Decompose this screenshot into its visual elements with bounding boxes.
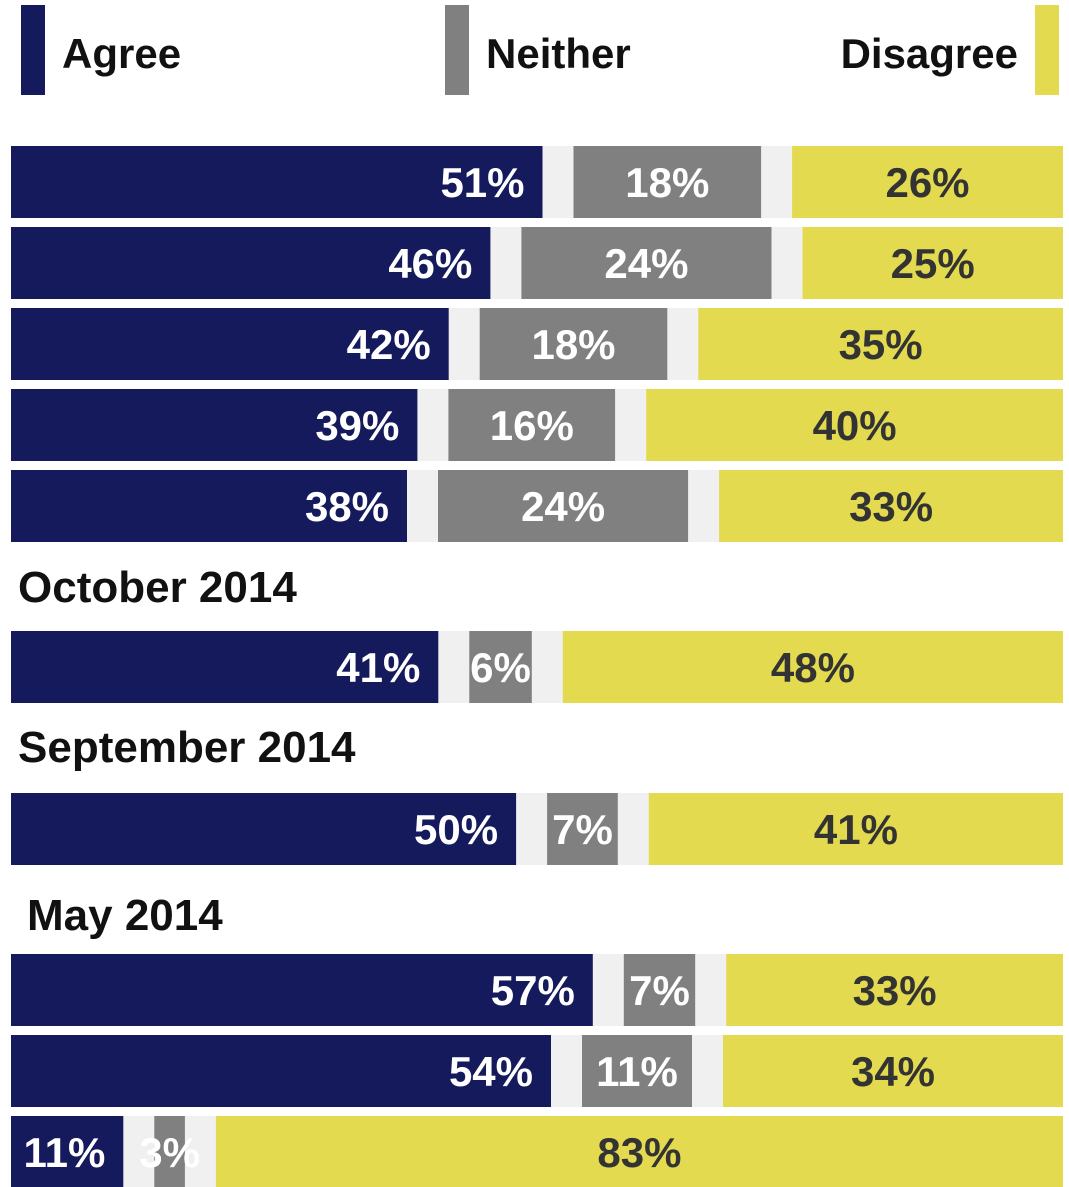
data-label-neither: 7%	[629, 967, 690, 1014]
data-label-disagree: 48%	[771, 644, 855, 691]
data-label-agree: 39%	[315, 402, 399, 449]
bar-group-2: September 2014 50% 7% 41%	[11, 723, 1063, 865]
bar-segment-disagree	[726, 954, 1063, 1026]
group-label: May 2014	[27, 891, 223, 940]
data-label-neither: 3%	[139, 1129, 200, 1176]
legend-label-agree: Agree	[62, 30, 181, 77]
bar-segment-disagree	[646, 389, 1063, 461]
bar-group-0: 51% 18% 26% 46% 24% 25% 42% 18% 35% 39% 16% 40% 38% 2…	[11, 146, 1063, 542]
bar-segment-agree	[11, 308, 449, 380]
bar-segment-agree	[11, 631, 439, 703]
bar-segment-disagree	[562, 631, 1063, 703]
data-label-neither: 11%	[596, 1048, 678, 1095]
data-label-neither: 24%	[604, 240, 688, 287]
bar-segment-disagree	[719, 470, 1063, 542]
bar-row: 54% 11% 34%	[11, 1035, 1063, 1107]
bar-segment-agree	[11, 954, 593, 1026]
data-label-neither: 6%	[470, 644, 531, 691]
bar-segment-neither	[154, 1116, 185, 1187]
bar-segment-disagree	[648, 793, 1063, 865]
data-label-disagree: 33%	[849, 483, 933, 530]
bar-segment-agree	[11, 227, 491, 299]
bar-row: 39% 16% 40%	[11, 389, 1063, 461]
bar-segment-agree	[11, 470, 407, 542]
legend-label-disagree: Disagree	[841, 30, 1018, 77]
bar-segment-neither	[582, 1035, 692, 1107]
data-label-agree: 51%	[440, 159, 524, 206]
bar-segment-disagree	[792, 146, 1063, 218]
bar-segment-disagree	[698, 308, 1063, 380]
bar-segment-neither	[521, 227, 772, 299]
bar-segment-disagree	[723, 1035, 1063, 1107]
data-label-neither: 16%	[490, 402, 574, 449]
legend-swatch-disagree	[1035, 5, 1059, 95]
bar-segment-neither	[547, 793, 618, 865]
bar-group-1: October 2014 41% 6% 48%	[11, 563, 1063, 703]
data-label-neither: 18%	[531, 321, 615, 368]
bar-row: 46% 24% 25%	[11, 227, 1063, 299]
data-label-agree: 57%	[491, 967, 575, 1014]
data-label-agree: 50%	[414, 806, 498, 853]
data-label-disagree: 34%	[851, 1048, 935, 1095]
data-label-disagree: 40%	[813, 402, 897, 449]
bar-segment-neither	[479, 308, 668, 380]
bar-segment-agree	[11, 793, 517, 865]
data-label-agree: 46%	[388, 240, 472, 287]
data-label-agree: 42%	[347, 321, 431, 368]
bar-segment-agree	[11, 389, 418, 461]
data-label-agree: 41%	[336, 644, 420, 691]
group-label: September 2014	[18, 723, 356, 772]
bar-group-3: May 2014 57% 7% 33% 54% 11% 34% 11% 3% 83%	[11, 891, 1063, 1187]
bar-row: 11% 3% 83%	[11, 1116, 1063, 1187]
data-label-agree: 54%	[449, 1048, 533, 1095]
data-label-disagree: 25%	[891, 240, 975, 287]
bar-segment-disagree	[802, 227, 1063, 299]
data-label-neither: 7%	[552, 806, 613, 853]
data-label-agree: 11%	[24, 1129, 106, 1176]
bar-segment-neither	[448, 389, 616, 461]
legend-item-agree: Agree	[21, 5, 181, 95]
legend-swatch-neither	[445, 5, 469, 95]
bar-segment-agree	[11, 1035, 551, 1107]
bar-segment-neither	[469, 631, 532, 703]
legend-label-neither: Neither	[486, 30, 631, 77]
data-label-disagree: 41%	[814, 806, 898, 853]
legend: Agree Neither Disagree	[21, 5, 1059, 95]
bar-segment-neither	[438, 470, 689, 542]
data-label-disagree: 35%	[839, 321, 923, 368]
data-label-disagree: 26%	[885, 159, 969, 206]
bar-row: 50% 7% 41%	[11, 793, 1063, 865]
legend-item-disagree: Disagree	[841, 5, 1059, 95]
bar-row: 38% 24% 33%	[11, 470, 1063, 542]
data-label-neither: 24%	[521, 483, 605, 530]
bar-row: 57% 7% 33%	[11, 954, 1063, 1026]
bar-row: 51% 18% 26%	[11, 146, 1063, 218]
data-label-neither: 18%	[625, 159, 709, 206]
legend-item-neither: Neither	[445, 5, 631, 95]
data-label-disagree: 83%	[597, 1129, 681, 1176]
bar-segment-disagree	[215, 1116, 1063, 1187]
data-label-disagree: 33%	[853, 967, 937, 1014]
group-label: October 2014	[18, 563, 297, 612]
legend-swatch-agree	[21, 5, 45, 95]
bar-row: 42% 18% 35%	[11, 308, 1063, 380]
bar-segment-neither	[573, 146, 762, 218]
bar-segment-agree	[11, 1116, 124, 1187]
data-label-agree: 38%	[305, 483, 389, 530]
bar-segment-agree	[11, 146, 543, 218]
bar-row: 41% 6% 48%	[11, 631, 1063, 703]
bar-segment-neither	[623, 954, 696, 1026]
